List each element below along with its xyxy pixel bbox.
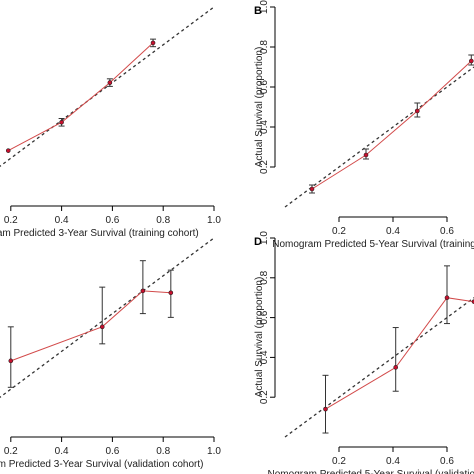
reference-diagonal [0, 6, 215, 168]
data-point [468, 58, 474, 64]
data-point [150, 40, 156, 46]
y-tick-label: 0.2 [259, 160, 270, 174]
x-tick-label: 0.6 [105, 446, 119, 457]
data-point [363, 152, 369, 158]
calibration-line [10, 290, 171, 362]
y-tick-label: 1.0 [259, 0, 270, 14]
x-axis-title: Nomogram Predicted 3-Year Survival (vali… [0, 459, 203, 470]
reference-diagonal [284, 66, 474, 208]
panel-3: 0.2 0.4 0.6 0.8 1.0 Nomogram Predicted 3-Year… [0, 237, 221, 470]
y-tick-label: 0.2 [259, 390, 270, 404]
x-tick-label: 1.0 [207, 446, 221, 457]
data-point [8, 358, 14, 364]
y-axis-title: Actual Survival (proportion) [254, 277, 265, 398]
y-tick-label: 0.4 [259, 120, 270, 134]
data-point [309, 186, 315, 192]
y-tick-label: 0.8 [259, 40, 270, 54]
x-axis-title: Nomogram Predicted 3-Year Survival (trai… [0, 228, 199, 239]
y-tick-label: 0.4 [259, 350, 270, 364]
x-tick-label: 0.8 [156, 446, 170, 457]
y-axis-title: Actual Survival (proportion) [254, 47, 265, 168]
reference-diagonal [284, 297, 474, 438]
x-tick-label: 0.2 [332, 226, 346, 237]
y-tick-label: 1.0 [259, 231, 270, 245]
panel-2: 0.2 0.4 0.6 Nomogram Predicted 5-Year Survi… [254, 0, 474, 250]
data-point [5, 148, 11, 153]
panel-letter: B [254, 5, 262, 17]
x-tick-label: 0.8 [156, 215, 170, 226]
data-point [444, 295, 450, 301]
panel-letter: D [254, 236, 262, 248]
x-axis-title: Nomogram Predicted 5-Year Survival (trai… [272, 239, 474, 250]
x-tick-label: 0.6 [440, 456, 454, 467]
x-tick-label: 0.4 [386, 456, 400, 467]
calibration-line [311, 60, 472, 190]
calibration-line [8, 42, 154, 152]
x-tick-label: 0.6 [440, 226, 454, 237]
x-tick-label: 0.6 [105, 215, 119, 226]
x-tick-label: 0.2 [4, 215, 18, 226]
x-axis-title: Nomogram Predicted 5-Year Survival (vali… [268, 469, 474, 474]
data-point [59, 119, 64, 125]
panel-4: 0.2 0.4 0.6 Nomogram Predicted 5-Year Survi… [254, 231, 474, 474]
data-point [323, 406, 328, 412]
data-point [107, 80, 113, 85]
data-point [168, 290, 174, 296]
data-point [393, 365, 399, 370]
reference-diagonal [0, 237, 215, 399]
x-tick-label: 0.4 [386, 226, 400, 237]
y-tick-label: 0.6 [259, 80, 270, 94]
x-tick-label: 0.2 [4, 446, 18, 457]
panel-1: 0.2 0.4 0.6 0.8 1.0 Nomogram Predicted 3-Year… [0, 6, 221, 239]
calibration-line [325, 297, 474, 410]
y-tick-label: 0.6 [259, 310, 270, 324]
data-point [414, 108, 420, 114]
y-tick-label: 0.8 [259, 270, 270, 284]
x-tick-label: 0.4 [55, 446, 69, 457]
x-tick-label: 0.4 [55, 215, 69, 226]
data-point [99, 324, 105, 330]
x-tick-label: 0.2 [332, 456, 346, 467]
x-tick-label: 1.0 [207, 215, 221, 226]
data-point [140, 288, 146, 294]
